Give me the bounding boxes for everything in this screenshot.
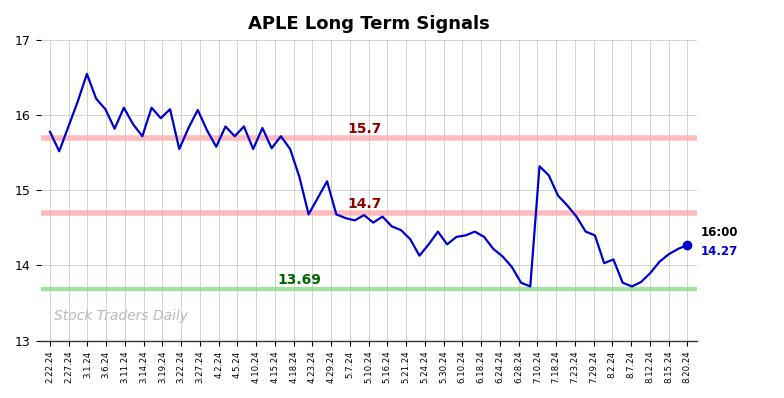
Text: Stock Traders Daily: Stock Traders Daily: [54, 308, 188, 322]
Text: 14.7: 14.7: [347, 197, 382, 211]
Text: 14.27: 14.27: [700, 245, 738, 258]
Text: 13.69: 13.69: [278, 273, 321, 287]
Title: APLE Long Term Signals: APLE Long Term Signals: [248, 15, 489, 33]
Text: 15.7: 15.7: [347, 122, 382, 136]
Text: 16:00: 16:00: [700, 226, 738, 239]
